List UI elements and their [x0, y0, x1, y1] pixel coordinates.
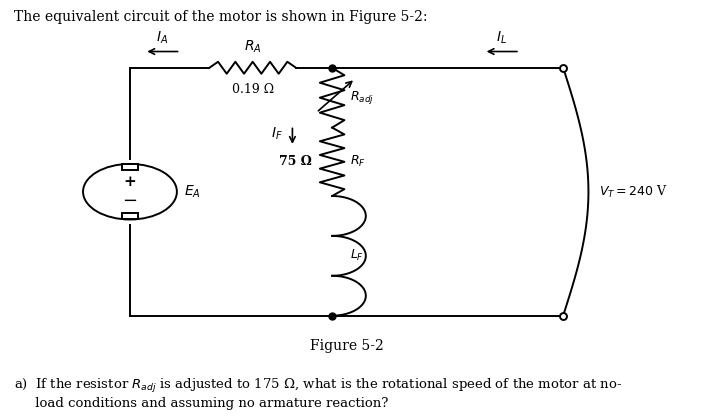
Text: 0.19 Ω: 0.19 Ω — [232, 83, 274, 96]
Text: $V_T = 240$ V: $V_T = 240$ V — [599, 183, 668, 200]
Text: +: + — [123, 175, 136, 189]
Text: −: − — [123, 192, 137, 210]
Text: $I_F$: $I_F$ — [271, 126, 283, 142]
Text: $R_F$: $R_F$ — [350, 154, 366, 169]
Text: $L_F$: $L_F$ — [350, 248, 365, 264]
Bar — [122, 164, 138, 171]
Bar — [122, 213, 138, 219]
Text: $R_A$: $R_A$ — [244, 38, 261, 55]
Text: Figure 5-2: Figure 5-2 — [310, 339, 383, 353]
Text: $E_A$: $E_A$ — [184, 183, 201, 200]
Text: $R_{adj}$: $R_{adj}$ — [350, 89, 374, 106]
Text: The equivalent circuit of the motor is shown in Figure 5-2:: The equivalent circuit of the motor is s… — [14, 10, 428, 25]
Text: 75 Ω: 75 Ω — [279, 155, 312, 168]
Text: $I_A$: $I_A$ — [157, 29, 168, 45]
Text: a)  If the resistor $R_{adj}$ is adjusted to 175 Ω, what is the rotational speed: a) If the resistor $R_{adj}$ is adjusted… — [14, 377, 623, 410]
Text: $I_L$: $I_L$ — [496, 29, 508, 45]
